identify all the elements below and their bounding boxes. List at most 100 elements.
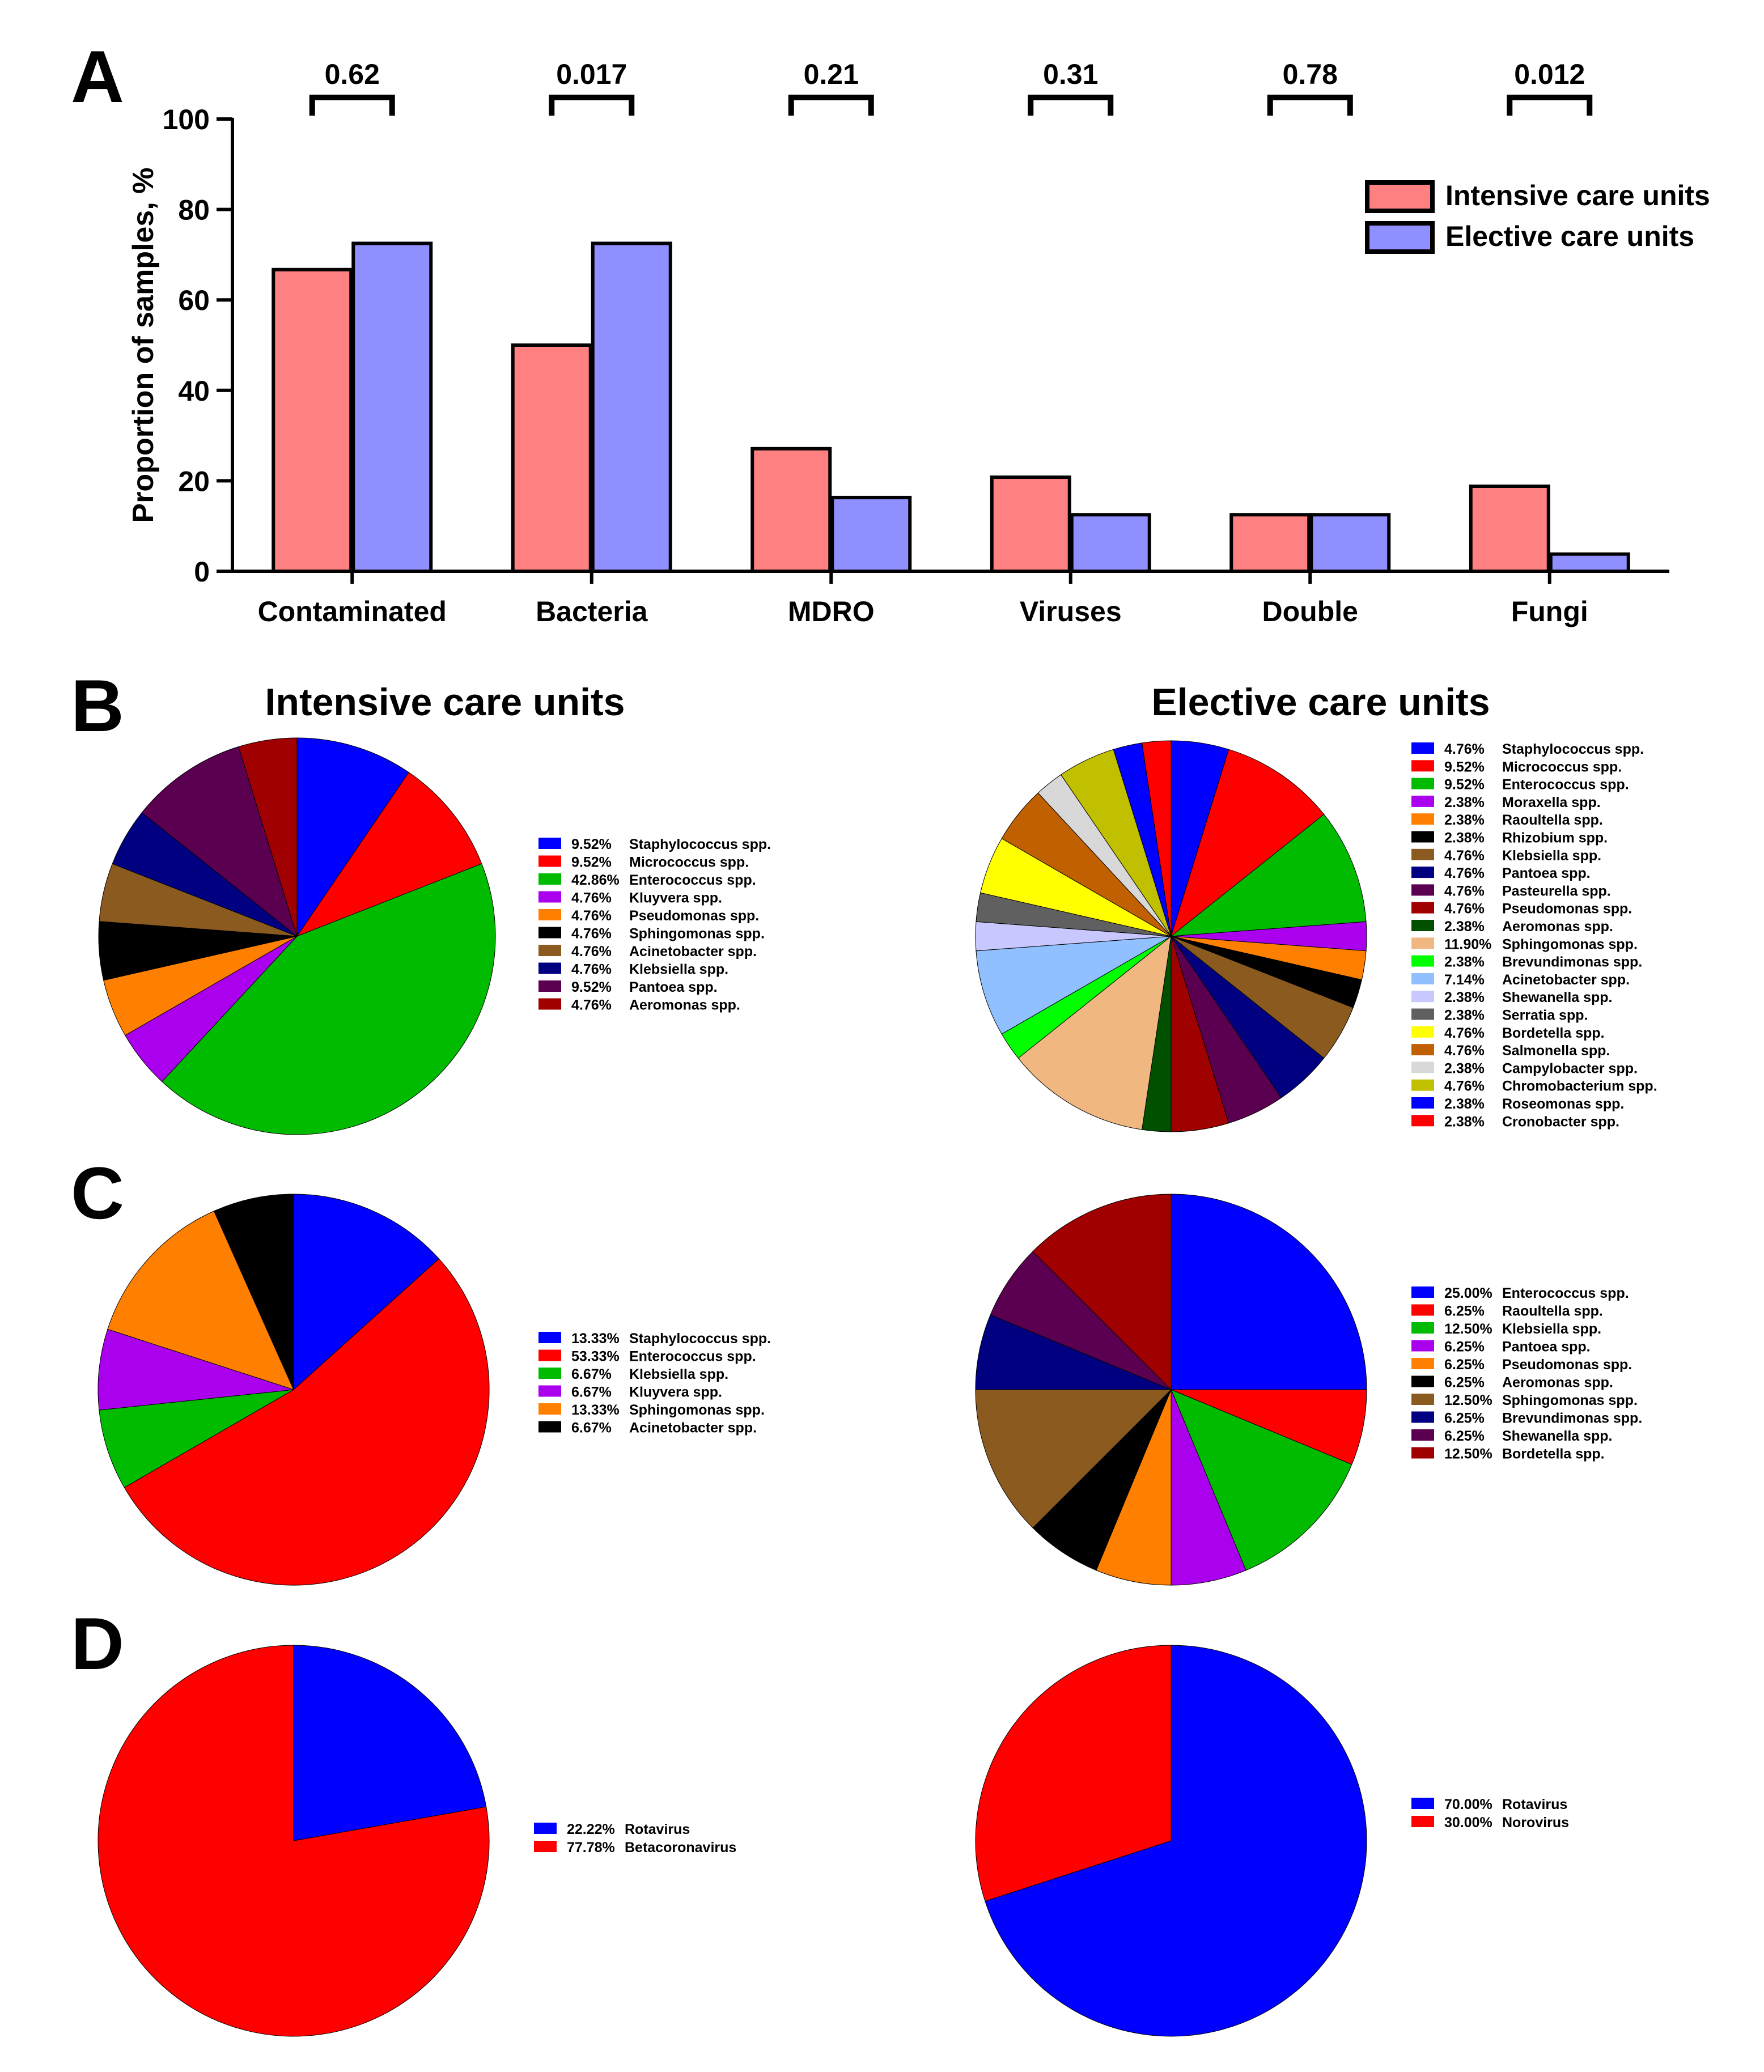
legend-label: Enterococcus spp. (629, 872, 756, 888)
legend-percent: 4.76% (571, 908, 612, 924)
legend-label: Bordetella spp. (1502, 1025, 1605, 1041)
legend-swatch-brevundimonas-spp (1411, 955, 1434, 967)
legend-percent: 2.38% (1444, 1096, 1485, 1112)
legend-swatch-klebsiella-spp (538, 962, 561, 974)
legend-label: Kluyvera spp. (629, 890, 722, 906)
significance-bracket (788, 95, 874, 116)
legend-label: Chromobacterium spp. (1502, 1079, 1657, 1094)
legend-percent: 6.67% (571, 1385, 612, 1400)
legend-percent: 6.25% (1444, 1428, 1485, 1444)
legend-percent: 12.50% (1444, 1321, 1492, 1337)
legend-swatch-klebsiella-spp (538, 1368, 561, 1379)
legend-percent: 4.76% (571, 962, 612, 978)
pie-slice-enterococcus-spp (1170, 814, 1367, 937)
bar-ecu-viruses (1070, 513, 1151, 573)
legend-swatch-betacoronavirus (534, 1841, 557, 1852)
bar-icu-viruses (990, 475, 1071, 573)
legend-swatch-rotavirus (534, 1823, 557, 1834)
pie-slice-raoultella-spp (1171, 1389, 1367, 1465)
legend-swatch-acinetobacter-spp (538, 945, 561, 956)
legend-percent: 2.38% (1444, 1114, 1485, 1130)
column-title-icu: Intensive care units (265, 681, 625, 724)
legend-percent: 4.76% (1444, 741, 1485, 757)
legend-label: Salmonella spp. (1502, 1043, 1610, 1059)
pie-slice-rotavirus (293, 1645, 487, 1841)
bar-chart-panel-a: 0 20 40 60 80 100 Proportion of samples, % Cont… (127, 58, 1710, 627)
y-tick-label: 40 (178, 375, 210, 407)
legend-percent: 4.76% (571, 890, 612, 906)
legend-label: Pantoea spp. (1502, 865, 1591, 881)
pie-slice-enterococcus-spp (162, 863, 496, 1135)
legend-swatch-enterococcus-spp (538, 873, 561, 885)
y-tick-label: 100 (163, 104, 210, 135)
x-tick-label: Fungi (1511, 596, 1588, 627)
legend-percent: 6.25% (1444, 1304, 1485, 1319)
pie-slice-enterococcus-spp (1171, 1194, 1367, 1390)
pie-slice-staphylococcus-spp (293, 1194, 440, 1391)
legend-label: Brevundimonas spp. (1502, 1411, 1642, 1426)
legend-swatch-pantoea-spp (538, 980, 561, 992)
panel-label-b: B (71, 664, 124, 747)
legend-label: Aeromonas spp. (1502, 1375, 1613, 1391)
legend-swatch-raoultella-spp (1411, 813, 1434, 825)
legend-swatch-shewanella-spp (1411, 1429, 1434, 1441)
legend-label-icu: Intensive care units (1445, 180, 1710, 211)
legend-label: Pantoea spp. (1502, 1339, 1591, 1355)
legend-swatch-enterococcus-spp (1411, 778, 1434, 789)
legend-swatch-staphylococcus-spp (538, 1332, 561, 1343)
legend-percent: 7.14% (1444, 972, 1485, 988)
bar-icu-mdro (750, 447, 832, 573)
legend-swatch-icu (1365, 180, 1435, 213)
pie-slice-pantoea-spp (141, 746, 298, 937)
pie-slice-aeromonas-spp (238, 737, 298, 937)
significance-bracket (549, 95, 635, 116)
legend-label: Pseudomonas spp. (1502, 901, 1632, 917)
pie-slice-rotavirus (985, 1645, 1367, 2037)
legend-percent: 9.52% (1444, 777, 1485, 793)
x-tick-label: MDRO (788, 596, 875, 627)
pie-slice-pseudomonas-spp (1096, 1389, 1172, 1586)
legend-swatch-pantoea-spp (1411, 867, 1434, 878)
legend-label-ecu: Elective care units (1445, 220, 1694, 252)
legend-label: Klebsiella spp. (629, 962, 728, 978)
legend-percent: 12.50% (1444, 1392, 1492, 1408)
legend-percent: 9.52% (571, 979, 612, 995)
pie-chart-c-ecu: 25.00% Enterococcus spp. 6.25% Raoultella s… (975, 1194, 1642, 1586)
legend-percent: 4.76% (571, 926, 612, 942)
legend-percent: 13.33% (571, 1402, 620, 1418)
legend-swatch-pseudomonas-spp (1411, 902, 1434, 914)
legend-label: Acinetobacter spp. (629, 944, 757, 959)
legend-percent: 6.25% (1444, 1375, 1485, 1391)
x-tick-label: Contaminated (258, 596, 447, 627)
legend-percent: 6.25% (1444, 1357, 1485, 1373)
x-tick-label: Double (1262, 596, 1358, 627)
bar-icu-double (1229, 513, 1311, 573)
legend-label: Sphingomonas spp. (629, 926, 765, 942)
pie-slice-klebsiella-spp (1171, 1389, 1352, 1571)
legend-swatch-cronobacter-spp (1411, 1115, 1434, 1127)
legend-percent: 11.90% (1444, 936, 1491, 952)
legend-percent: 13.33% (571, 1331, 620, 1347)
legend-label: Acinetobacter spp. (1502, 972, 1630, 988)
y-tick-label: 0 (194, 556, 210, 588)
legend-swatch-campylobacter-spp (1411, 1062, 1434, 1073)
legend-swatch-bordetella-spp (1411, 1026, 1434, 1038)
legend-swatch-aeromonas-spp (1411, 920, 1434, 931)
legend-label: Kluyvera spp. (629, 1385, 722, 1400)
pie-chart-d-icu: 22.22% Rotavirus 77.78% Betacoronavirus (97, 1645, 736, 2037)
legend-swatch-norovirus (1411, 1816, 1434, 1827)
legend-swatch-rhizobium-spp (1411, 831, 1434, 843)
legend-label: Acinetobacter spp. (629, 1420, 757, 1436)
significance-bracket (1507, 95, 1593, 116)
legend-label: Serratia spp. (1502, 1008, 1588, 1024)
legend-label: Sphingomonas spp. (629, 1402, 765, 1418)
legend-label: Enterococcus spp. (1502, 1285, 1629, 1301)
legend-label: Klebsiella spp. (1502, 1321, 1601, 1337)
legend-label: Micrococcus spp. (1502, 759, 1622, 775)
legend-label: Sphingomonas spp. (1502, 936, 1638, 952)
pie-slice-pantoea-spp (1171, 1389, 1246, 1586)
pie-chart-d-ecu: 70.00% Rotavirus 30.00% Norovirus (975, 1645, 1569, 2037)
legend-label: Sphingomonas spp. (1502, 1392, 1638, 1408)
legend-swatch-kluyvera-spp (538, 1385, 561, 1397)
y-tick-label: 60 (178, 285, 210, 316)
